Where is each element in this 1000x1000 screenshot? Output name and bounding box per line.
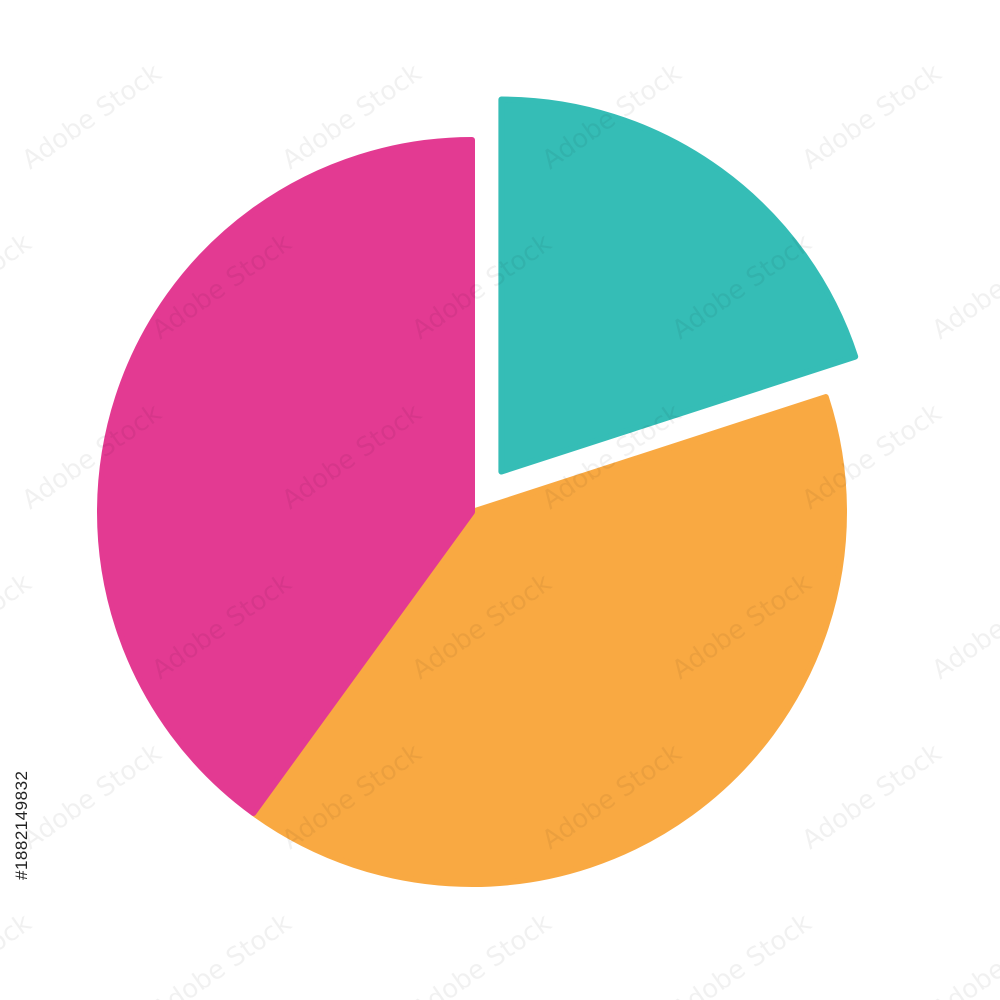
watermark-text: Adobe Stock [0, 908, 37, 1000]
watermark-text: Adobe Stock [797, 58, 947, 176]
watermark-text: Adobe Stock [927, 568, 1000, 686]
watermark-text: Adobe Stock [407, 0, 557, 6]
watermark-text: Adobe Stock [147, 0, 297, 6]
watermark-text: Adobe Stock [0, 228, 37, 346]
watermark-text: Adobe Stock [407, 908, 557, 1000]
pie-slice-3 [97, 137, 475, 816]
pie-slices [97, 96, 859, 887]
watermark-text: Adobe Stock [797, 738, 947, 856]
watermark-text: Adobe Stock [667, 908, 817, 1000]
watermark-text: Adobe Stock [927, 908, 1000, 1000]
watermark-text: Adobe Stock [667, 0, 817, 6]
watermark-text: Adobe Stock [147, 908, 297, 1000]
watermark-text: Adobe Stock [0, 568, 37, 686]
watermark-text: Adobe Stock [0, 0, 37, 6]
pie-slice-2 [250, 394, 847, 887]
watermark-text: Adobe Stock [17, 738, 167, 856]
watermark-text: Adobe Stock [927, 228, 1000, 346]
watermark-text: Adobe Stock [927, 0, 1000, 6]
stock-id-watermark: #1882149832 [12, 770, 31, 880]
pie-slice-1 [498, 96, 859, 475]
watermark-text: Adobe Stock [17, 58, 167, 176]
